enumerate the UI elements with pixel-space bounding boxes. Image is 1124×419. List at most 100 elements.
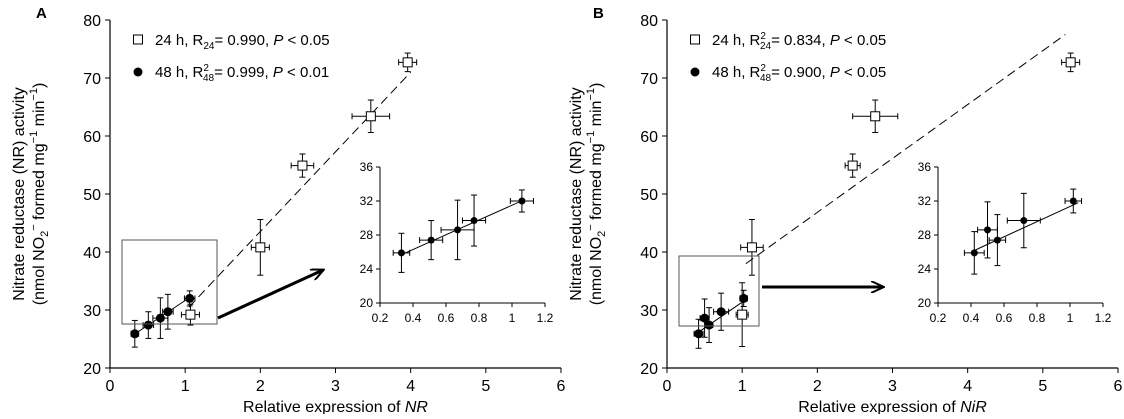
inset-point-48h <box>984 226 991 234</box>
panel-a: A 20 30 40 50 60 70 80 0 1 2 3 4 5 6 Relative expressio… <box>11 5 566 416</box>
inset-y-tick-label: 24 <box>918 262 932 276</box>
point-48h <box>739 293 749 303</box>
point-24h <box>870 111 881 122</box>
inset-y-tick-label: 28 <box>360 228 374 242</box>
inset-y-tick-label: 20 <box>918 296 932 310</box>
y-tick-label: 60 <box>640 129 658 146</box>
point-24h <box>746 242 757 253</box>
inset-x-tick-label: 0.6 <box>996 311 1013 325</box>
y-tick-label: 20 <box>83 361 101 378</box>
point-24h <box>402 57 413 68</box>
legend-marker-24h <box>690 34 700 45</box>
point-48h <box>185 293 195 303</box>
inset-fit-line <box>970 202 1079 253</box>
inset-plot: 20 24 28 32 36 0.2 0.4 0.6 0.8 1 1.2 <box>918 160 1112 325</box>
zoom-box <box>678 255 760 327</box>
inset-x-tick-label: 0.4 <box>963 311 980 325</box>
x-tick-label: 1 <box>738 378 747 395</box>
x-axis-label: Relative expression of NiR <box>798 399 987 414</box>
zoom-box <box>121 239 218 325</box>
point-48h <box>694 329 704 339</box>
y-tick-label: 80 <box>640 13 658 30</box>
legend-marker-24h <box>133 34 143 45</box>
legend-entry: 24 h, R24= 0.990, P < 0.05 <box>155 32 330 52</box>
point-48h <box>130 329 140 339</box>
point-48h <box>716 307 726 317</box>
inset-point-48h <box>427 236 435 244</box>
y-tick-label: 70 <box>83 71 101 88</box>
x-tick-label: 3 <box>888 378 897 395</box>
inset-y-tick-label: 36 <box>918 160 932 174</box>
inset-y-tick-label: 36 <box>360 160 374 174</box>
x-tick-label: 6 <box>1114 378 1123 395</box>
inset-point-48h <box>970 249 978 257</box>
legend-marker-48h <box>133 67 143 77</box>
y-tick-label: 40 <box>640 245 658 262</box>
inset-point-48h <box>1020 217 1028 225</box>
x-tick-label: 5 <box>481 378 490 395</box>
inset-x-tick-label: 1 <box>509 311 516 325</box>
inset-point-48h <box>518 197 526 205</box>
y-axis-label-line2: (nmol NO2− formed mg−1 min−1) <box>585 83 608 306</box>
inset-x-tick-label: 0.2 <box>930 311 947 325</box>
y-tick-label: 50 <box>640 187 658 204</box>
x-tick-label: 5 <box>1038 378 1047 395</box>
panel-b: B 20 30 40 50 60 70 80 0 1 2 3 4 5 6 Relative expressio… <box>568 5 1123 416</box>
panel-letter: A <box>36 5 47 22</box>
y-tick-label: 40 <box>83 245 101 262</box>
inset-background <box>938 167 1103 303</box>
inset-x-tick-label: 0.8 <box>1029 311 1046 325</box>
x-axis-label: Relative expression of NR <box>243 399 428 414</box>
inset-point-48h <box>397 249 405 257</box>
legend-entry: 48 h, R2 48= 0.900, P < 0.05 <box>712 63 886 84</box>
legend-entry: 48 h, R2 48= 0.999, P < 0.01 <box>155 63 329 84</box>
inset-background <box>380 167 545 303</box>
inset-y-tick-label: 20 <box>360 296 374 310</box>
x-tick-label: 0 <box>663 378 672 395</box>
y-tick-label: 70 <box>640 71 658 88</box>
point-24h <box>1065 57 1076 68</box>
inset-y-tick-label: 28 <box>918 228 932 242</box>
inset-x-tick-label: 1.2 <box>537 311 554 325</box>
point-48h <box>143 320 153 330</box>
x-tick-label: 1 <box>181 378 190 395</box>
y-axis-label-line2: (nmol NO2− formed mg−1 min−1) <box>28 83 51 306</box>
fit-line-24h <box>188 71 412 308</box>
inset-x-tick-label: 1.2 <box>1095 311 1112 325</box>
x-tick-label: 4 <box>963 378 972 395</box>
inset-point-48h <box>470 217 478 225</box>
legend-marker-48h <box>690 67 700 77</box>
point-48h <box>704 320 714 330</box>
x-tick-label: 2 <box>256 378 265 395</box>
point-24h <box>297 160 308 171</box>
legend-entry: 24 h, R2 24= 0.834, P < 0.05 <box>712 31 886 52</box>
x-tick-label: 0 <box>106 378 115 395</box>
point-48h <box>700 313 710 323</box>
point-24h <box>737 309 748 320</box>
y-tick-label: 30 <box>83 303 101 320</box>
point-24h <box>255 242 266 253</box>
fit-line-24h <box>745 34 1066 265</box>
inset-x-tick-label: 0.8 <box>471 311 488 325</box>
inset-plot: 20 24 28 32 36 0.2 0.4 0.6 0.8 1 1.2 <box>360 160 554 325</box>
inset-x-tick-label: 0.4 <box>405 311 422 325</box>
inset-x-tick-label: 0.6 <box>438 311 455 325</box>
panel-letter: B <box>593 5 604 22</box>
zoom-arrow <box>217 270 323 320</box>
inset-y-tick-label: 24 <box>360 262 374 276</box>
inset-y-tick-label: 32 <box>918 194 932 208</box>
inset-x-tick-label: 1 <box>1067 311 1074 325</box>
point-48h <box>155 313 165 323</box>
point-24h <box>847 160 858 171</box>
y-axis-label-line1: Nitrate reductase (NR) activity <box>11 87 28 300</box>
x-tick-label: 2 <box>813 378 822 395</box>
inset-fit-line <box>399 198 526 256</box>
inset-point-48h <box>454 226 462 234</box>
y-tick-label: 80 <box>83 13 101 30</box>
x-tick-label: 4 <box>406 378 415 395</box>
y-tick-label: 50 <box>83 187 101 204</box>
point-24h <box>185 309 196 320</box>
y-tick-label: 20 <box>640 361 658 378</box>
